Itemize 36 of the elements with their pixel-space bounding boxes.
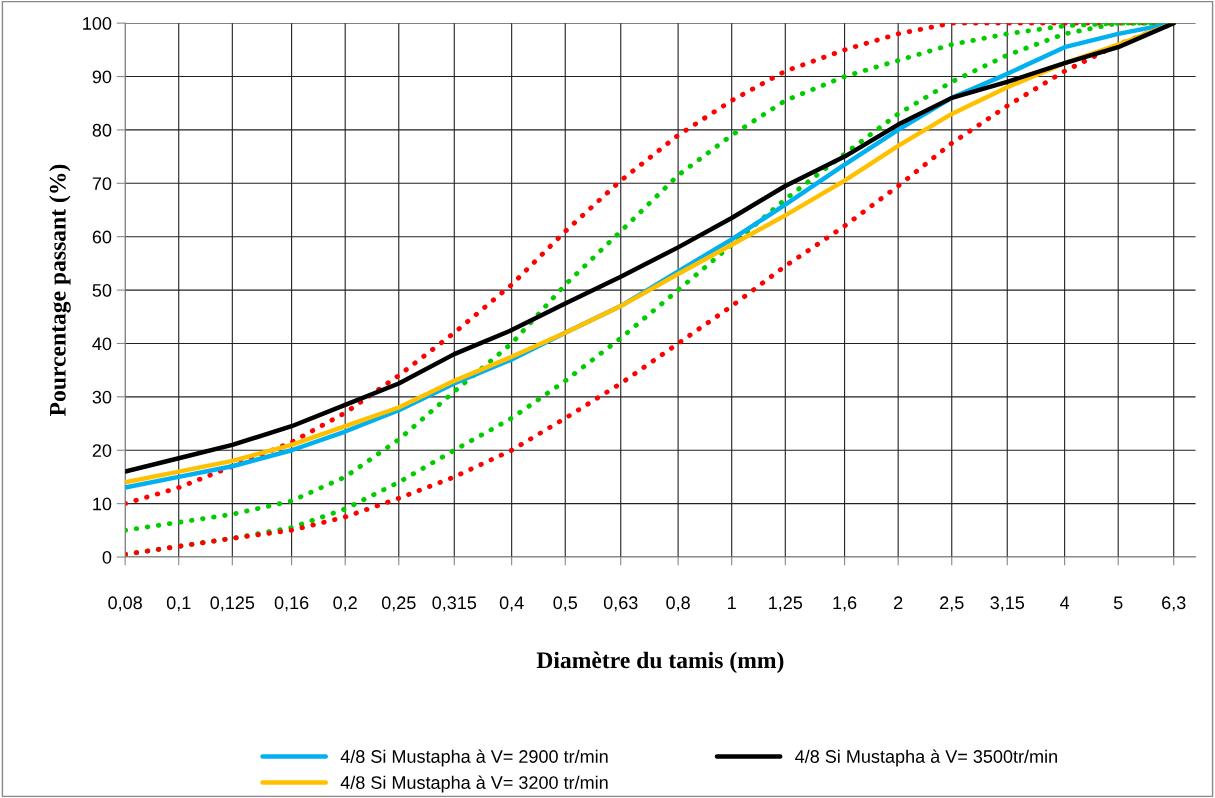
x-tick-label: 1,25 xyxy=(769,596,803,612)
y-tick-label: 90 xyxy=(92,70,112,84)
y-tick-label: 100 xyxy=(83,17,112,30)
y-axis-title: Pourcentage passant (%) xyxy=(49,164,71,417)
x-tick-label: 5 xyxy=(1113,596,1123,610)
x-tick-label: 1 xyxy=(728,596,736,609)
y-tick-label: 50 xyxy=(92,284,112,297)
x-tick-label: 3,15 xyxy=(990,596,1025,612)
x-tick-label: 0,5 xyxy=(553,596,578,612)
x-tick-label: 4 xyxy=(1060,596,1070,609)
x-tick-label: 0,08 xyxy=(108,596,142,612)
legend-label: 4/8 Si Mustapha à V= 2900 tr/min xyxy=(340,749,608,767)
legend-label: 4/8 Si Mustapha à V= 3500tr/min xyxy=(795,749,1057,767)
legend-label: 4/8 Si Mustapha à V= 3200 tr/min xyxy=(340,775,608,793)
x-tick-label: 2 xyxy=(894,596,903,609)
x-tick-label: 0,315 xyxy=(432,596,477,612)
y-tick-label: 10 xyxy=(93,497,112,511)
x-tick-label: 0,16 xyxy=(274,596,309,612)
y-tick-label: 0 xyxy=(102,550,112,564)
y-tick-label: 30 xyxy=(92,390,112,404)
x-tick-label: 0,25 xyxy=(381,596,416,612)
y-tick-label: 80 xyxy=(92,123,112,137)
x-axis-title: Diamètre du tamis (mm) xyxy=(536,651,784,674)
y-tick-label: 40 xyxy=(92,337,112,351)
x-tick-label: 0,8 xyxy=(666,596,690,612)
y-tick-label: 60 xyxy=(92,230,112,244)
x-tick-label: 0,2 xyxy=(333,596,357,612)
y-tick-label: 20 xyxy=(92,444,112,457)
x-tick-label: 6,3 xyxy=(1162,596,1186,612)
x-tick-label: 0,1 xyxy=(166,596,191,612)
x-tick-label: 0,125 xyxy=(210,596,255,612)
x-tick-label: 1,6 xyxy=(833,596,857,612)
x-tick-label: 0,4 xyxy=(499,596,524,612)
y-tick-label: 70 xyxy=(92,177,112,191)
x-tick-label: 2,5 xyxy=(940,596,964,612)
x-tick-label: 0,63 xyxy=(603,596,638,612)
